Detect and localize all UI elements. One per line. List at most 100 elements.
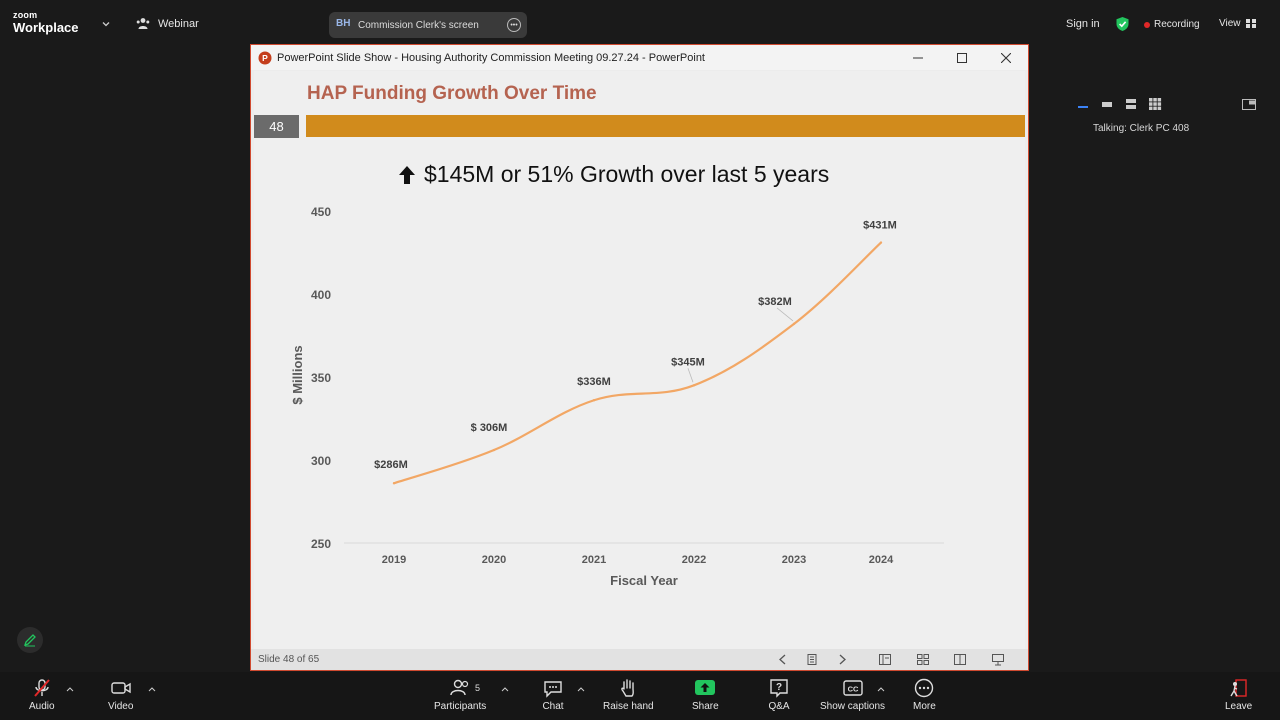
share-label: Share <box>692 701 719 712</box>
x-tick-label: 2022 <box>682 554 706 566</box>
data-label: $286M <box>374 459 408 471</box>
close-icon <box>1001 52 1011 63</box>
picture-in-picture-icon[interactable] <box>1242 99 1256 110</box>
window-controls <box>896 45 1028 70</box>
microphone-muted-icon <box>34 679 50 697</box>
captions-options-chevron-icon[interactable] <box>877 686 885 692</box>
video-options-chevron-icon[interactable] <box>148 686 156 692</box>
more-options-icon[interactable]: ••• <box>507 18 521 32</box>
webinar-label[interactable]: Webinar <box>136 17 199 30</box>
view-button[interactable]: View <box>1219 18 1256 29</box>
leave-label: Leave <box>1225 701 1253 712</box>
recording-label: Recording <box>1154 19 1200 30</box>
show-captions-button[interactable]: CC Show captions <box>820 678 885 712</box>
recording-dot-icon <box>1144 21 1150 28</box>
chat-button[interactable]: Chat <box>542 678 564 712</box>
x-tick-label: 2021 <box>582 554 606 566</box>
reading-view-icon[interactable] <box>953 653 967 666</box>
previous-slide-icon[interactable] <box>776 653 790 666</box>
powerpoint-window: P PowerPoint Slide Show - Housing Author… <box>250 44 1029 671</box>
sign-in-link[interactable]: Sign in <box>1066 18 1100 30</box>
close-button[interactable] <box>984 45 1028 70</box>
participants-label: Participants <box>434 701 487 712</box>
slide-accent-bar <box>306 115 1025 137</box>
more-button[interactable]: More <box>913 678 936 712</box>
audio-button[interactable]: Audio <box>29 678 55 712</box>
slideshow-view-icon[interactable] <box>991 653 1005 666</box>
qa-label: Q&A <box>768 701 790 712</box>
audio-label: Audio <box>29 701 55 712</box>
y-tick-label: 350 <box>311 371 331 385</box>
data-label: $431M <box>863 220 897 232</box>
data-point <box>692 384 696 387</box>
raise-hand-label: Raise hand <box>603 701 654 712</box>
zoom-workplace-logo[interactable]: zoom Workplace <box>13 11 79 35</box>
closed-captions-icon: CC <box>842 680 863 696</box>
data-point <box>879 241 883 244</box>
normal-view-icon[interactable] <box>878 653 892 666</box>
sorter-view-icon[interactable] <box>916 653 930 666</box>
raised-hand-icon <box>621 679 635 697</box>
minimize-layout-icon[interactable] <box>1076 98 1090 110</box>
shield-check-icon[interactable] <box>1115 16 1130 32</box>
raise-hand-button[interactable]: Raise hand <box>603 678 654 712</box>
more-options-circle-icon <box>915 678 934 698</box>
stacked-layout-icon[interactable] <box>1124 98 1138 110</box>
data-label: $382M <box>758 296 792 308</box>
data-label: $336M <box>577 376 611 388</box>
captions-label: Show captions <box>820 701 886 712</box>
strip-layout-icon[interactable] <box>1100 98 1114 110</box>
x-tick-label: 2023 <box>782 554 806 566</box>
video-button[interactable]: Video <box>108 678 133 712</box>
audio-options-chevron-icon[interactable] <box>66 686 74 692</box>
chat-label: Chat <box>542 701 564 712</box>
leader-line <box>776 307 794 322</box>
share-screen-icon <box>695 680 716 695</box>
qa-button[interactable]: ? Q&A <box>768 678 790 712</box>
data-point <box>592 399 596 402</box>
gallery-layout-icon[interactable] <box>1148 98 1162 110</box>
zoom-topbar: zoom Workplace Webinar BH Commission Cle… <box>0 0 1280 48</box>
chevron-down-icon[interactable] <box>100 18 112 30</box>
y-tick-label: 400 <box>311 288 331 302</box>
svg-text:P: P <box>262 53 268 63</box>
maximize-button[interactable] <box>940 45 984 70</box>
annotate-button[interactable] <box>17 627 43 653</box>
screen-share-indicator[interactable]: BH Commission Clerk's screen ••• <box>329 12 527 38</box>
data-label: $ 306M <box>471 422 508 434</box>
arrow-up-icon <box>399 165 415 184</box>
slide-sorter-icon[interactable] <box>805 653 819 666</box>
recording-indicator[interactable]: Recording <box>1144 19 1200 30</box>
minimize-button[interactable] <box>896 45 940 70</box>
powerpoint-icon: P <box>258 51 272 64</box>
chat-options-chevron-icon[interactable] <box>577 686 585 692</box>
data-point <box>792 322 796 326</box>
participants-options-chevron-icon[interactable] <box>501 686 509 692</box>
participants-button[interactable]: Participants <box>434 678 486 712</box>
grid-view-icon <box>1245 19 1256 28</box>
video-camera-icon <box>111 682 131 694</box>
more-label: More <box>913 701 936 712</box>
svg-text:?: ? <box>776 682 782 693</box>
people-icon <box>136 18 150 29</box>
growth-headline: $145M or 51% Growth over last 5 years <box>398 161 829 188</box>
slide-number-badge: 48 <box>254 115 299 138</box>
series-line <box>393 241 882 485</box>
share-button[interactable]: Share <box>692 678 719 712</box>
slide-canvas[interactable]: HAP Funding Growth Over Time 48 $145M or… <box>254 71 1025 649</box>
chat-bubble-icon <box>544 681 562 698</box>
next-slide-icon[interactable] <box>835 653 849 666</box>
sharer-label: Commission Clerk's screen <box>358 19 479 31</box>
participants-icon <box>450 679 469 696</box>
leave-door-icon <box>1230 679 1247 697</box>
y-tick-label: 250 <box>311 537 331 551</box>
video-label: Video <box>108 701 134 712</box>
leader-line <box>687 368 694 383</box>
powerpoint-titlebar[interactable]: P PowerPoint Slide Show - Housing Author… <box>251 45 1028 70</box>
svg-text:CC: CC <box>847 685 858 694</box>
data-point <box>392 482 396 485</box>
leave-button[interactable]: Leave <box>1225 678 1252 712</box>
x-tick-label: 2024 <box>869 554 894 566</box>
window-title: PowerPoint Slide Show - Housing Authorit… <box>277 51 705 64</box>
sharer-initials: BH <box>336 18 351 29</box>
